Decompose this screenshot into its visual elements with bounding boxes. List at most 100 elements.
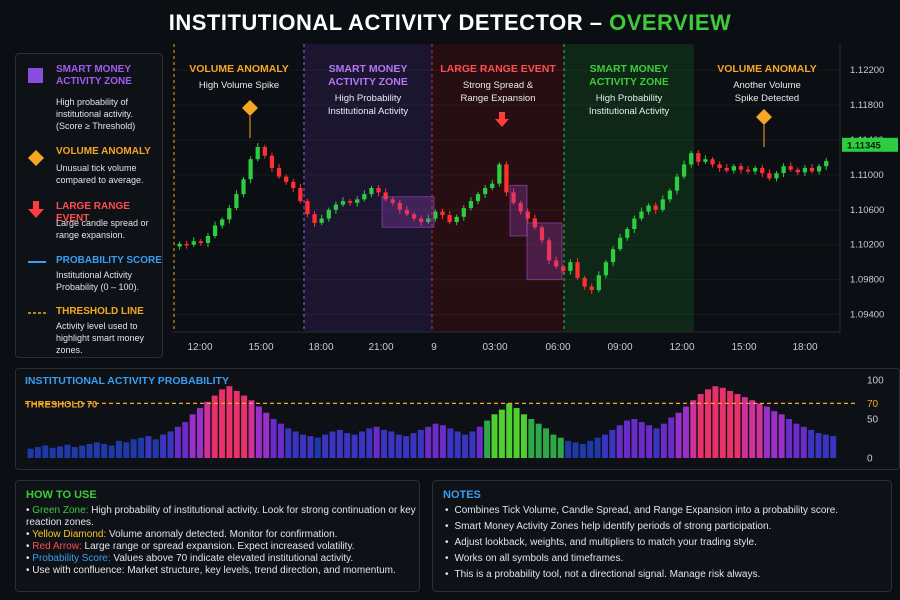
probability-bar (653, 428, 660, 458)
candle (276, 167, 282, 177)
candle (482, 188, 488, 195)
probability-bar (307, 436, 314, 458)
legend-desc: High probability of institutional activi… (56, 97, 136, 131)
candle (767, 173, 772, 179)
probability-bar (793, 423, 800, 458)
price-tick-label: 1.11000 (850, 170, 884, 181)
candle (518, 202, 523, 212)
candle (603, 262, 609, 276)
probability-tick-label: 0 (867, 454, 873, 465)
legend-desc: Large candle spread or range expansion. (56, 218, 149, 240)
probability-bar (778, 414, 785, 458)
probability-bar (786, 419, 793, 458)
candle (468, 201, 474, 209)
how-to-use-text: High probability of institutional activi… (26, 505, 416, 528)
probability-bar (535, 423, 542, 458)
zone-subtext: Strong Spread & (463, 80, 534, 91)
probability-bar (403, 436, 410, 458)
how-to-use-item: • Use with confluence: Market structure,… (26, 565, 396, 576)
candle (546, 240, 552, 261)
probability-bar (690, 400, 697, 458)
candle (809, 167, 815, 172)
how-to-use-item: • Yellow Diamond: Volume anomaly detecte… (26, 529, 338, 540)
candle (660, 199, 665, 210)
candle (795, 169, 800, 173)
candle (568, 262, 573, 271)
candle (738, 166, 744, 170)
candle (404, 209, 410, 215)
note-item: Smart Money Activity Zones help identify… (445, 521, 875, 533)
page-title-accent: OVERVIEW (609, 10, 732, 35)
price-tick-label: 1.10600 (850, 205, 884, 216)
probability-bar (660, 423, 667, 458)
candle (596, 275, 601, 291)
legend-desc: Activity level used to highlight smart m… (56, 321, 145, 355)
threshold-label: THRESHOLD 70 (25, 399, 97, 410)
red-arrow-icon (28, 201, 44, 218)
probability-bar (344, 433, 351, 458)
probability-bar (233, 390, 240, 458)
probability-bar (579, 443, 586, 458)
yellow-diamond-icon (756, 109, 772, 125)
candle (241, 179, 246, 195)
probability-bar (358, 431, 365, 458)
candle (497, 164, 502, 184)
price-tick-label: 1.09800 (850, 275, 884, 286)
candle (696, 153, 701, 162)
zone-heading: VOLUME ANOMALY (717, 63, 817, 75)
probability-bar (101, 443, 108, 458)
probability-bar (513, 408, 520, 458)
zone-band (432, 44, 564, 332)
probability-bar (800, 426, 807, 458)
probability-bar (57, 446, 64, 458)
zone-heading: ACTIVITY ZONE (589, 76, 669, 88)
probability-bar (454, 431, 461, 458)
candle (347, 201, 353, 203)
zone-heading: VOLUME ANOMALY (189, 63, 289, 75)
legend-head: THRESHOLD LINE (56, 306, 144, 317)
how-to-use-panel: HOW TO USE • Green Zone: High probabilit… (15, 480, 420, 592)
candle (262, 146, 267, 156)
time-tick-label: 18:00 (792, 342, 817, 353)
probability-title: INSTITUTIONAL ACTIVITY PROBABILITY (25, 375, 229, 387)
candle (426, 218, 431, 223)
probability-bar (808, 429, 815, 458)
blue-line-icon (28, 261, 46, 263)
probability-bar (815, 433, 822, 458)
candle (731, 166, 736, 171)
candle (646, 205, 651, 212)
candle (824, 160, 829, 167)
candle (298, 188, 303, 202)
probability-bar (248, 400, 255, 458)
probability-bar (506, 403, 513, 458)
page-title: INSTITUTIONAL ACTIVITY DETECTOR – OVERVI… (0, 0, 900, 44)
candle (305, 201, 310, 215)
time-tick-label: 9 (431, 342, 437, 353)
candle (724, 167, 729, 171)
candle (234, 194, 239, 209)
probability-bar (469, 431, 476, 458)
probability-bar (152, 439, 159, 458)
zone-heading: SMART MONEY (329, 63, 408, 75)
time-tick-label: 15:00 (248, 342, 273, 353)
probability-bar (219, 389, 226, 458)
probability-bar (771, 411, 778, 458)
candle (575, 262, 580, 278)
candle (333, 204, 339, 210)
probability-bar (484, 420, 491, 458)
probability-bar (71, 447, 78, 458)
how-to-use-item: • Green Zone: High probability of instit… (26, 505, 416, 528)
time-tick-label: 21:00 (368, 342, 393, 353)
candle (554, 260, 559, 267)
candle (589, 286, 594, 291)
probability-bar (388, 431, 395, 458)
legend-head: PROBABILITY SCORE (56, 255, 162, 266)
note-item: This is a probability tool, not a direct… (445, 569, 875, 581)
zone-subtext: Another Volume (733, 80, 801, 91)
candle (610, 249, 616, 263)
probability-bar (373, 426, 380, 458)
zone-subtext: High Volume Spike (199, 80, 279, 91)
candle (710, 159, 715, 165)
candle (433, 211, 438, 219)
probability-bar (734, 394, 741, 458)
